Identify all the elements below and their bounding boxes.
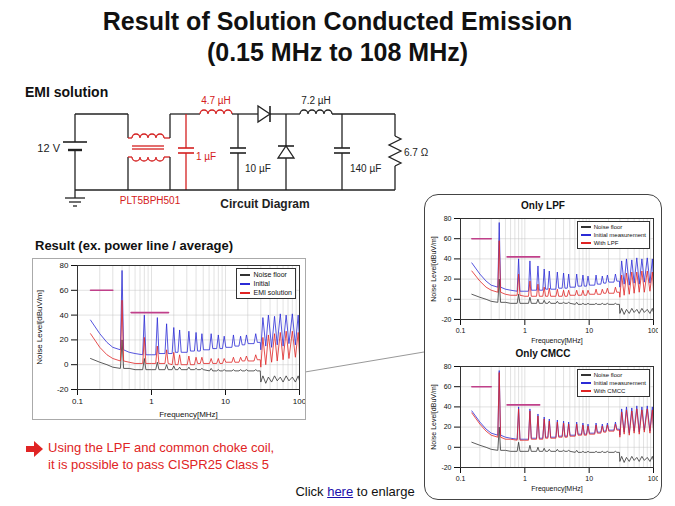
html-text:it is possible to pass CISPR25: it is possible to pass CISPR25 Class 5 [48,457,270,472]
html-text:EMI solution: EMI solution [25,84,109,100]
svg-text:6.7 Ω: 6.7 Ω [404,147,429,158]
svg-text:100: 100 [648,327,658,334]
svg-text:20: 20 [444,423,452,430]
svg-text:80: 80 [444,215,452,222]
svg-text:PLT5BPH501: PLT5BPH501 [120,195,181,206]
svg-text:60: 60 [444,383,452,390]
svg-text:1: 1 [523,475,527,482]
svg-text:60: 60 [444,235,452,242]
svg-text:100: 100 [293,397,305,406]
html-text:Result of Solution Conducted E: Result of Solution Conducted Emission [102,7,573,35]
svg-text:80: 80 [60,261,69,270]
html-text:Only CMCC: Only CMCC [515,348,571,359]
html-text:Noise floor: Noise floor [253,271,287,278]
svg-text:40: 40 [444,403,452,410]
html-text:Using the LPF and common choke: Using the LPF and common choke coil, [48,440,275,455]
svg-text:0: 0 [448,444,452,451]
svg-text:-20: -20 [57,385,69,394]
svg-text:80: 80 [444,363,452,370]
html-text:With LPF: With LPF [593,240,619,246]
html-text:Noise floor: Noise floor [593,224,623,230]
svg-text:10 µF: 10 µF [245,163,271,174]
svg-text:60: 60 [60,286,69,295]
svg-text:1: 1 [523,327,527,334]
svg-text:Circuit Diagram: Circuit Diagram [220,197,309,211]
html-text:Click here to enlarge: Click here to enlarge [295,484,415,499]
html-text:Initial measurement: Initial measurement [593,380,646,386]
svg-text:1 µF: 1 µF [196,151,216,162]
html-text:Result (ex. power line / avera: Result (ex. power line / average) [35,238,233,253]
svg-text:10: 10 [221,397,230,406]
svg-text:140 µF: 140 µF [350,163,381,174]
svg-text:20: 20 [444,275,452,282]
svg-text:0.1: 0.1 [456,475,466,482]
html-text:EMI solution: EMI solution [253,289,292,296]
svg-text:10: 10 [585,327,593,334]
html-text:Initial measurement: Initial measurement [593,232,646,238]
html-text:(0.15 MHz to 108 MHz): (0.15 MHz to 108 MHz) [206,38,469,66]
html-text:Initial: Initial [253,280,270,287]
svg-text:12 V: 12 V [37,142,60,154]
svg-text:Noise Level[dBuV/m]: Noise Level[dBuV/m] [35,290,44,365]
svg-text:Noise Level[dBuV/m]: Noise Level[dBuV/m] [430,236,438,301]
svg-text:-20: -20 [441,316,451,323]
svg-text:0: 0 [64,360,69,369]
svg-text:10: 10 [585,475,593,482]
svg-text:40: 40 [444,255,452,262]
svg-text:20: 20 [60,335,69,344]
html-text:With CMCC: With CMCC [593,388,626,394]
svg-text:1: 1 [149,397,154,406]
svg-text:Noise Level[dBuV/m]: Noise Level[dBuV/m] [430,384,438,449]
svg-text:0: 0 [448,296,452,303]
svg-text:0.1: 0.1 [72,397,84,406]
svg-text:7.2 µH: 7.2 µH [301,95,331,106]
svg-text:4.7 µH: 4.7 µH [201,95,231,106]
svg-text:40: 40 [60,311,69,320]
svg-text:0.1: 0.1 [456,327,466,334]
svg-text:Frequency[MHz]: Frequency[MHz] [531,485,582,493]
svg-text:100: 100 [648,475,658,482]
html-text:Only LPF: Only LPF [521,200,565,211]
html-text:Noise floor: Noise floor [593,372,623,378]
svg-text:Frequency[MHz]: Frequency[MHz] [159,410,218,419]
svg-text:-20: -20 [441,464,451,471]
svg-text:Frequency[MHz]: Frequency[MHz] [531,337,582,345]
